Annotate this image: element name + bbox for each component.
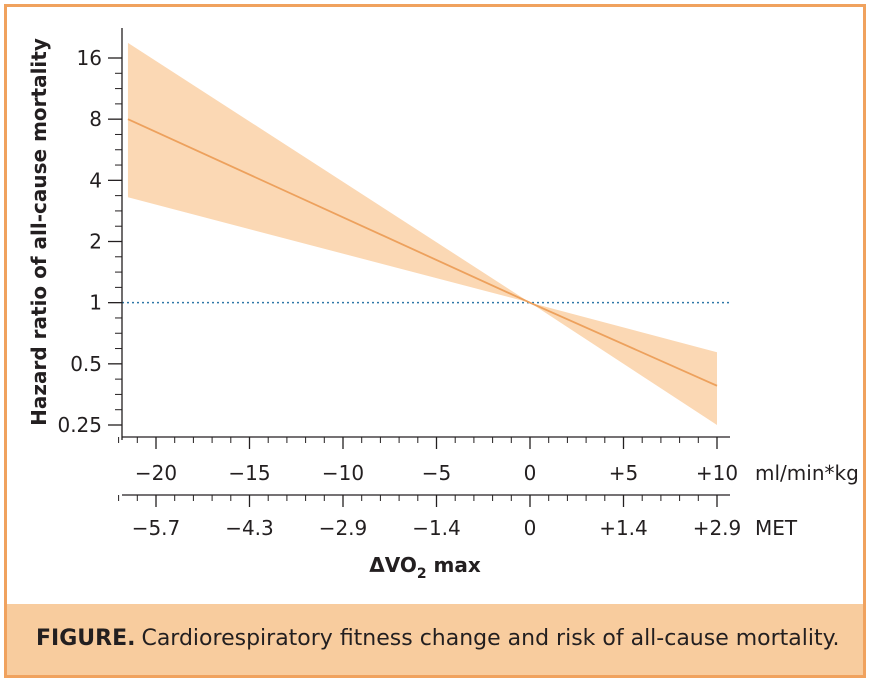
caption-text: Cardiorespiratory fitness change and ris… <box>141 626 840 651</box>
secondary-x-tick-label: +2.9 <box>693 516 742 540</box>
x-axis-title: ΔVO2 max <box>369 553 481 582</box>
caption-label: FIGURE. <box>36 626 136 651</box>
hazard-ratio-line <box>127 118 718 387</box>
figure-caption: FIGURE. Cardiorespiratory fitness change … <box>36 626 840 651</box>
secondary-x-tick-label: +1.4 <box>599 516 648 540</box>
y-tick-label: 0.5 <box>70 352 102 376</box>
secondary-x-tick-label: −4.3 <box>225 516 274 540</box>
x-tick-label: −10 <box>322 461 364 485</box>
secondary-x-tick-label: 0 <box>524 516 537 540</box>
caption-band <box>7 604 863 675</box>
x-tick-label: +10 <box>696 461 738 485</box>
x-tick-label: 0 <box>524 461 537 485</box>
y-tick-label: 0.25 <box>57 413 102 437</box>
secondary-x-tick-label: −1.4 <box>412 516 461 540</box>
chart: 0.25 0.5 1 2 4 8 16 Hazard ratio of all-cause m… <box>27 28 859 582</box>
confidence-band <box>127 42 717 425</box>
x-tick-label: +5 <box>609 461 638 485</box>
x-tick-label: −20 <box>135 461 177 485</box>
y-tick-label: 2 <box>89 230 102 254</box>
x-axis-units: ml/min*kg <box>755 461 859 485</box>
y-tick-label: 16 <box>77 46 102 70</box>
secondary-x-axis-units: MET <box>755 516 798 540</box>
y-tick-label: 4 <box>89 168 102 192</box>
secondary-x-tick-label: −5.7 <box>132 516 181 540</box>
x-tick-label: −5 <box>422 461 451 485</box>
y-tick-label: 1 <box>89 291 102 315</box>
x-tick-label: −15 <box>228 461 270 485</box>
y-tick-label: 8 <box>89 107 102 131</box>
y-axis-title: Hazard ratio of all-cause mortality <box>27 38 51 426</box>
secondary-x-tick-label: −2.9 <box>319 516 368 540</box>
